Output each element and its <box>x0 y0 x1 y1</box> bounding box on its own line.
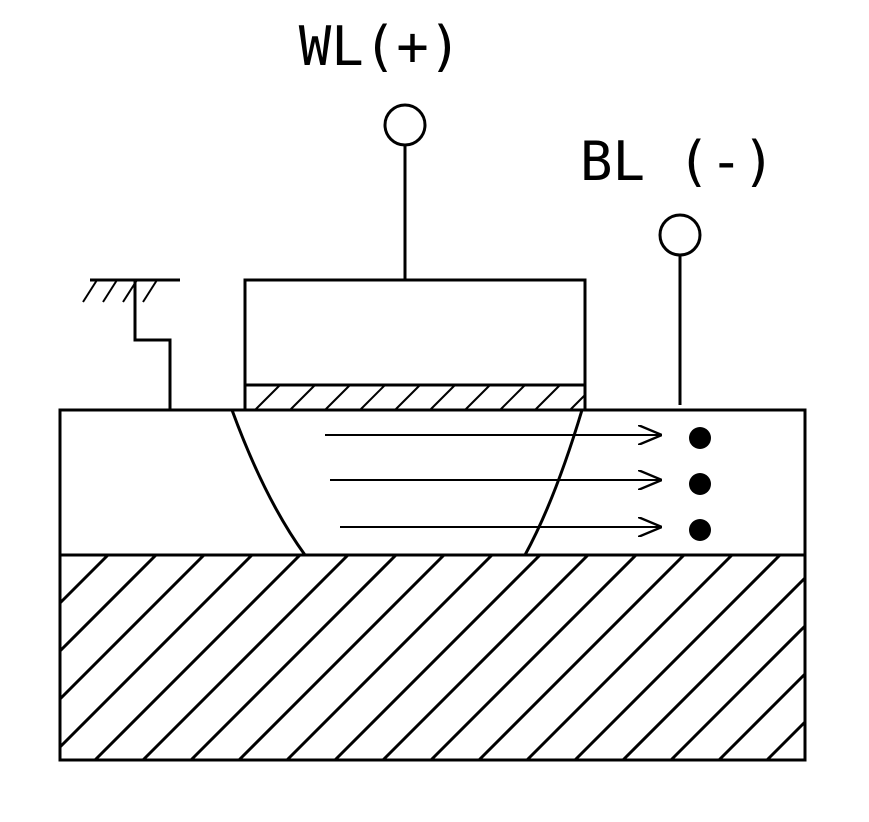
ground-wire <box>135 280 170 410</box>
bl-terminal <box>660 215 700 255</box>
substrate-hatch <box>60 555 805 760</box>
charge-dot <box>689 427 711 449</box>
charge-dot <box>689 473 711 495</box>
depletion-curve-left <box>232 410 305 555</box>
ground-hatch <box>83 280 97 302</box>
wl-label: WL(+) <box>299 15 462 78</box>
gate-oxide-hatch <box>255 385 585 410</box>
charge-dot <box>689 519 711 541</box>
ground-hatch <box>143 280 157 302</box>
gate-rect <box>245 280 585 385</box>
wl-terminal <box>385 105 425 145</box>
bl-label: BL (-) <box>580 130 775 193</box>
ground-hatch <box>103 280 117 302</box>
depletion-curve-right <box>525 410 582 555</box>
